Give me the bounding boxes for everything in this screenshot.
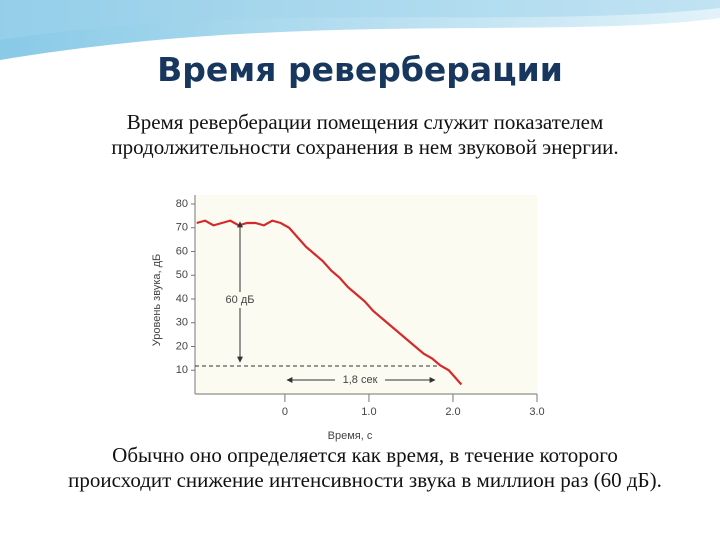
y-tick-label: 80 [176, 198, 188, 210]
y-tick-label: 10 [176, 364, 188, 376]
annotation: 1,8 сек [343, 374, 378, 386]
x-tick-label: 1.0 [361, 406, 376, 418]
decor-swoosh [0, 0, 720, 40]
annotation: 60 дБ [226, 294, 255, 306]
y-tick-label: 60 [176, 245, 188, 257]
annotation-bg [335, 372, 385, 388]
x-tick-label: 3.0 [529, 406, 544, 418]
paragraph: Обычно оно определяется как время, в теч… [68, 443, 662, 492]
annotation-bg [218, 292, 262, 308]
y-tick-label: 70 [176, 222, 188, 234]
x-tick-label: 0 [282, 406, 288, 418]
x-tick-label: 2.0 [445, 406, 460, 418]
slide-title: Время реверберации [157, 50, 563, 89]
y-tick-label: 40 [176, 293, 188, 305]
y-axis-label: Уровень звука, дБ [151, 254, 163, 347]
paragraph: Время реверберации помещения служит пока… [111, 110, 619, 159]
y-tick-label: 30 [176, 317, 188, 329]
y-tick-label: 50 [176, 269, 188, 281]
x-axis-label: Время, с [328, 430, 373, 442]
y-tick-label: 20 [176, 340, 188, 352]
